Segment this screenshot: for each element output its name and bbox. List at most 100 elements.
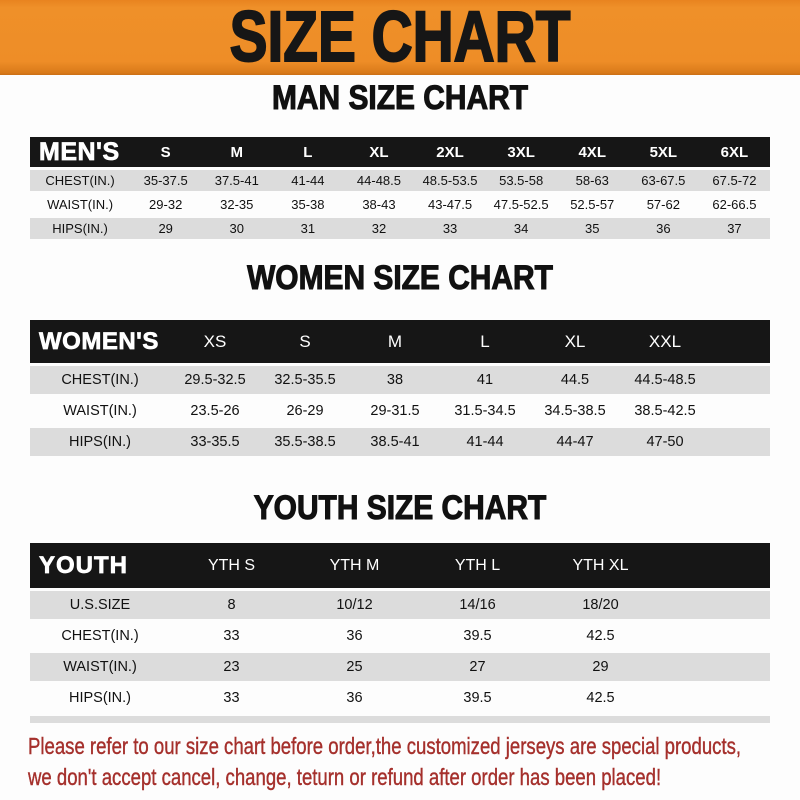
size-value-cell: 35 <box>585 221 600 236</box>
size-value-cell: 33 <box>442 221 458 236</box>
table-header-row: WOMEN'S XS S M L XL XXL <box>30 320 770 363</box>
size-value-cell: 53.5-58 <box>499 173 544 188</box>
banner: SIZE CHART <box>0 0 800 76</box>
size-value-cell: 38.5-42.5 <box>634 403 696 419</box>
table-row: WAIST(IN.) 23 25 27 29 <box>30 653 770 681</box>
size-column-header: XS <box>203 331 227 351</box>
size-value-cell: 35-37.5 <box>143 173 188 188</box>
size-value-cell: 32 <box>371 221 387 236</box>
size-value-cell: 57-62 <box>646 197 680 212</box>
size-value-cell: 37.5-41 <box>214 173 259 188</box>
women-size-table-wrap: WOMEN'S XS S M L XL XXL CHEST(IN.) 29.5-32.5 32.5… <box>30 317 770 459</box>
disclaimer-line-2: we don't accept cancel, change, teturn o… <box>28 764 662 790</box>
size-value-cell: 14/16 <box>459 597 496 613</box>
youth-size-table-wrap: YOUTH YTH S YTH M YTH L YTH XL U.S.SIZE 8 10/12… <box>30 540 770 723</box>
table-row: WAIST(IN.) 23.5-26 26-29 29-31.5 31.5-34.5 34… <box>30 397 770 425</box>
row-label: WAIST(IN.) <box>63 403 137 419</box>
header-spacer <box>662 543 770 588</box>
size-value-cell: 44-47 <box>556 434 594 450</box>
row-spacer <box>662 653 770 681</box>
men-size-table: MEN'S S M L XL 2XL 3XL 4XL 5XL 6XL CHEST(IN.) 35-37… <box>30 134 770 242</box>
size-value-cell: 25 <box>346 659 363 675</box>
size-column-header: S <box>160 143 171 161</box>
size-value-cell: 43-47.5 <box>428 197 473 212</box>
table-row: CHEST(IN.) 29.5-32.5 32.5-35.5 38 41 44.5 44.5… <box>30 366 770 394</box>
row-spacer <box>662 684 770 712</box>
table-row: CHEST(IN.) 35-37.5 37.5-41 41-44 44-48.5 48.5… <box>30 170 770 191</box>
size-value-cell: 33 <box>223 628 240 644</box>
size-column-header: YTH XL <box>572 556 629 574</box>
size-value-cell: 38 <box>386 372 404 388</box>
size-value-cell: 35.5-38.5 <box>274 434 336 450</box>
size-column-header: 5XL <box>649 143 678 161</box>
row-label: CHEST(IN.) <box>45 173 115 188</box>
size-column-header: 6XL <box>720 143 749 161</box>
size-value-cell: 34 <box>513 221 529 236</box>
youth-table-bottom-strip <box>30 716 770 723</box>
size-value-cell: 27 <box>469 659 486 675</box>
size-value-cell: 36 <box>346 690 363 706</box>
size-value-cell: 41-44 <box>291 173 325 188</box>
size-value-cell: 44-48.5 <box>356 173 401 188</box>
row-spacer <box>662 591 770 619</box>
size-value-cell: 63-67.5 <box>641 173 686 188</box>
size-value-cell: 10/12 <box>336 597 373 613</box>
size-value-cell: 34.5-38.5 <box>544 403 606 419</box>
size-column-header: 2XL <box>436 143 464 161</box>
size-value-cell: 42.5 <box>586 628 615 644</box>
size-value-cell: 36 <box>346 628 363 644</box>
size-column-header: YTH L <box>454 556 501 574</box>
men-size-table-wrap: MEN'S S M L XL 2XL 3XL 4XL 5XL 6XL CHEST(IN.) 35-37… <box>30 134 770 242</box>
row-spacer <box>710 397 770 425</box>
disclaimer: Please refer to our size chart before or… <box>28 731 800 793</box>
size-column-header: XL <box>369 143 389 161</box>
table-row: CHEST(IN.) 33 36 39.5 42.5 <box>30 622 770 650</box>
size-value-cell: 58-63 <box>575 173 609 188</box>
row-label: WAIST(IN.) <box>47 197 114 212</box>
table-row: HIPS(IN.) 29 30 31 32 33 34 35 36 37 <box>30 218 770 239</box>
table-header-row: MEN'S S M L XL 2XL 3XL 4XL 5XL 6XL <box>30 137 770 167</box>
row-spacer <box>662 622 770 650</box>
size-value-cell: 38.5-41 <box>370 434 420 450</box>
table-row: HIPS(IN.) 33-35.5 35.5-38.5 38.5-41 41-44 44-… <box>30 428 770 456</box>
size-value-cell: 32.5-35.5 <box>274 372 336 388</box>
size-value-cell: 62-66.5 <box>712 197 757 212</box>
size-value-cell: 23.5-26 <box>190 403 240 419</box>
women-section-heading: WOMEN SIZE CHART <box>247 259 554 297</box>
size-value-cell: 8 <box>227 597 236 613</box>
size-value-cell: 37 <box>727 221 742 236</box>
size-value-cell: 39.5 <box>463 690 492 706</box>
size-column-header: YTH S <box>207 556 256 574</box>
size-value-cell: 18/20 <box>582 597 619 613</box>
table-row: WAIST(IN.) 29-32 32-35 35-38 38-43 43-47.5 47.… <box>30 194 770 215</box>
size-value-cell: 31 <box>300 221 316 236</box>
row-label: CHEST(IN.) <box>61 372 139 388</box>
size-column-header: L <box>480 331 490 351</box>
size-value-cell: 44.5-48.5 <box>634 372 696 388</box>
men-section-heading: MAN SIZE CHART <box>272 79 529 117</box>
size-value-cell: 31.5-34.5 <box>454 403 516 419</box>
size-value-cell: 35-38 <box>291 197 325 212</box>
disclaimer-line-1: Please refer to our size chart before or… <box>28 733 742 759</box>
row-label: U.S.SIZE <box>69 597 131 613</box>
size-value-cell: 42.5 <box>586 690 615 706</box>
size-value-cell: 29 <box>158 221 173 236</box>
table-label: YOUTH <box>39 551 128 579</box>
size-value-cell: 29-31.5 <box>370 403 420 419</box>
size-column-header: S <box>299 331 311 351</box>
youth-section-heading: YOUTH SIZE CHART <box>253 489 547 527</box>
table-label: WOMEN'S <box>39 327 159 355</box>
row-label: HIPS(IN.) <box>68 690 132 706</box>
size-value-cell: 23 <box>223 659 240 675</box>
size-column-header: YTH M <box>329 556 380 574</box>
size-value-cell: 48.5-53.5 <box>422 173 478 188</box>
size-column-header: L <box>303 143 313 161</box>
size-column-header: M <box>387 331 403 351</box>
size-column-header: 3XL <box>507 143 535 161</box>
row-spacer <box>710 366 770 394</box>
row-spacer <box>710 428 770 456</box>
size-value-cell: 30 <box>229 221 244 236</box>
table-label: MEN'S <box>39 137 120 166</box>
size-value-cell: 29 <box>592 659 609 675</box>
row-label: CHEST(IN.) <box>61 628 139 644</box>
